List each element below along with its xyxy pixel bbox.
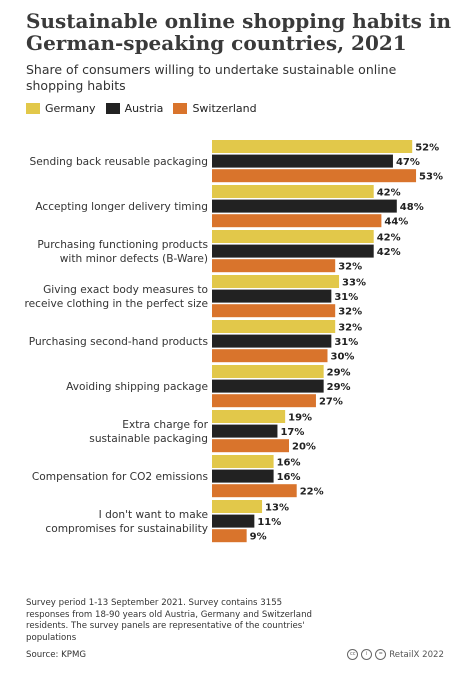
bar-switzerland: [212, 529, 247, 543]
bar-switzerland: [212, 304, 336, 318]
value-label: 42%: [377, 233, 401, 244]
by-icon: i: [361, 649, 373, 660]
bar-switzerland: [212, 394, 316, 408]
chart-subtitle: Share of consumers willing to undertake …: [26, 62, 397, 93]
value-label: 9%: [250, 532, 267, 543]
category-label: Accepting longer delivery timing: [35, 201, 208, 213]
bar-germany: [212, 320, 336, 333]
chart-title: Sustainable online shopping habits in Ge…: [26, 9, 451, 55]
bar-austria: [212, 469, 274, 483]
value-label: 32%: [338, 262, 362, 273]
value-label: 31%: [334, 292, 358, 303]
value-label: 13%: [265, 503, 289, 514]
value-label: 16%: [277, 472, 301, 483]
bar-austria: [212, 379, 324, 393]
source-note: Source: KPMG: [26, 650, 87, 660]
bar-germany: [212, 140, 413, 153]
legend-swatch-austria: [105, 103, 120, 114]
value-label: 17%: [280, 427, 304, 438]
category-label: compromises for sustainability: [45, 523, 208, 535]
bar-austria: [212, 514, 255, 528]
category-label: receive clothing in the perfect size: [25, 298, 208, 310]
value-label: 42%: [377, 247, 401, 258]
bar-switzerland: [212, 484, 297, 498]
bar-germany: [212, 410, 286, 423]
value-label: 48%: [400, 202, 424, 213]
value-label: 11%: [257, 517, 281, 528]
brand: cc i = RetailX 2022: [347, 649, 444, 660]
footnote: Survey period 1-13 September 2021. Surve…: [26, 598, 312, 643]
category-label: sustainable packaging: [89, 433, 208, 445]
value-label: 52%: [415, 143, 439, 154]
value-label: 32%: [338, 323, 362, 334]
bar-switzerland: [212, 169, 417, 183]
category-label: Avoiding shipping package: [66, 381, 208, 393]
category-label: I don't want to make: [99, 509, 208, 521]
bar-austria: [212, 334, 332, 348]
category-label: Compensation for CO2 emissions: [32, 471, 208, 483]
bar-austria: [212, 154, 393, 168]
category-label: Purchasing functioning products: [37, 239, 208, 251]
bar-germany: [212, 275, 340, 288]
bar-switzerland: [212, 439, 289, 453]
value-label: 22%: [300, 487, 324, 498]
bar-austria: [212, 244, 374, 258]
legend-item-austria: Austria: [105, 102, 164, 115]
bar-austria: [212, 289, 332, 303]
nd-icon: =: [375, 649, 387, 660]
legend-label-switzerland: Switzerland: [192, 102, 257, 115]
value-label: 44%: [384, 217, 408, 228]
value-label: 31%: [334, 337, 358, 348]
bar-switzerland: [212, 259, 336, 273]
legend-label-austria: Austria: [124, 102, 164, 115]
legend-item-germany: Germany: [26, 102, 96, 115]
value-label: 16%: [277, 458, 301, 469]
value-label: 29%: [327, 368, 351, 379]
bar-chart: Sending back reusable packaging 52% 47% 53%…: [25, 140, 443, 543]
legend: Germany Austria Switzerland: [26, 102, 257, 115]
bar-austria: [212, 199, 397, 213]
bar-switzerland: [212, 214, 382, 228]
value-label: 32%: [338, 307, 362, 318]
value-label: 27%: [319, 397, 343, 408]
legend-item-switzerland: Switzerland: [173, 102, 257, 115]
value-label: 29%: [327, 382, 351, 393]
bar-germany: [212, 230, 374, 243]
value-label: 19%: [288, 413, 312, 424]
value-label: 42%: [377, 188, 401, 199]
value-label: 33%: [342, 278, 366, 289]
bar-germany: [212, 500, 263, 513]
cc-icon: cc: [347, 649, 359, 660]
legend-label-germany: Germany: [45, 102, 96, 115]
category-label: with minor defects (B-Ware): [60, 253, 208, 265]
category-label: Extra charge for: [122, 419, 208, 431]
bar-germany: [212, 455, 274, 468]
bar-austria: [212, 424, 278, 438]
legend-swatch-switzerland: [173, 103, 188, 114]
category-label: Sending back reusable packaging: [30, 156, 208, 168]
value-label: 53%: [419, 172, 443, 183]
value-label: 20%: [292, 442, 316, 453]
legend-swatch-germany: [26, 103, 40, 114]
value-label: 30%: [331, 352, 355, 363]
category-label: Purchasing second-hand products: [29, 336, 208, 348]
bar-germany: [212, 185, 374, 198]
brand-label: RetailX 2022: [389, 649, 444, 660]
category-label: Giving exact body measures to: [43, 284, 208, 296]
value-label: 47%: [396, 157, 420, 168]
bar-germany: [212, 365, 324, 378]
bar-switzerland: [212, 349, 328, 363]
